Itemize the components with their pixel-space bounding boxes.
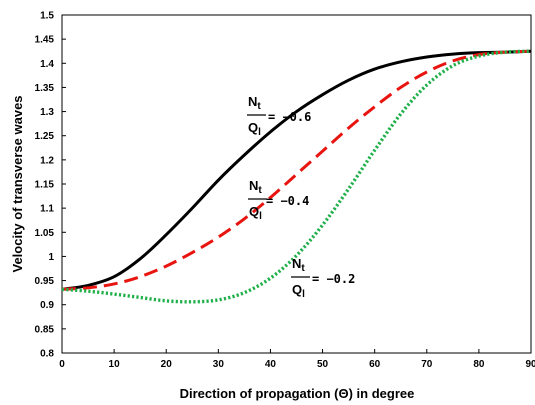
- annotation-value: = −0.6: [268, 110, 311, 124]
- y-tick-label: 1.15: [35, 180, 55, 191]
- series-group: [61, 49, 532, 304]
- x-tick-label: 40: [265, 359, 277, 370]
- y-tick-label: 1.2: [40, 155, 54, 166]
- x-tick-label: 10: [109, 359, 121, 370]
- y-tick-label: 1.25: [35, 131, 55, 142]
- y-tick-label: 0.9: [40, 300, 54, 311]
- y-tick-label: 1.45: [35, 35, 55, 46]
- y-tick-label: 1.1: [40, 204, 54, 215]
- y-tick-label: 0.95: [35, 276, 55, 287]
- annotation-denominator: Ql: [248, 120, 261, 138]
- axes: 0.8 0.85 0.9 0.95 1 1.05 1.1 1.15 1.2 1.25 1.3 1.35…: [35, 11, 535, 371]
- y-tick-label: 1.4: [40, 59, 54, 70]
- x-tick-label: 30: [213, 359, 225, 370]
- annotation-nt-ql-0-2: Nt Ql = −0.2: [291, 256, 355, 300]
- y-tick-label: 1.3: [40, 107, 54, 118]
- annotation-numerator: Nt: [248, 94, 261, 112]
- x-tick-label: 50: [317, 359, 329, 370]
- x-tick-label: 20: [161, 359, 173, 370]
- x-tick-label: 0: [59, 359, 65, 370]
- y-tick-label: 0.8: [40, 349, 54, 360]
- y-tick-label: 1.5: [40, 11, 54, 22]
- x-tick-label: 80: [473, 359, 485, 370]
- annotation-nt-ql-0-6: Nt Ql = −0.6: [247, 94, 311, 138]
- x-tick-label: 70: [421, 359, 433, 370]
- annotation-value: = −0.2: [312, 272, 355, 286]
- annotation-numerator: Nt: [249, 178, 262, 196]
- series-line-2: [61, 49, 532, 291]
- x-tick-label: 90: [525, 359, 535, 370]
- y-tick-label: 0.85: [35, 324, 55, 335]
- series-line-1: [61, 49, 532, 291]
- y-tick-label: 1: [48, 252, 54, 263]
- annotation-nt-ql-0-4: Nt Ql = −0.4: [248, 178, 309, 222]
- x-tick-label: 60: [369, 359, 381, 370]
- annotation-denominator: Ql: [292, 282, 305, 300]
- annotation-value: = −0.4: [266, 194, 309, 208]
- y-tick-label: 1.35: [35, 83, 55, 94]
- x-axis-label: Direction of propagation (Θ) in degree: [180, 386, 415, 401]
- y-axis-label: Velocity of transverse waves: [10, 95, 25, 272]
- y-tick-label: 1.05: [35, 228, 55, 239]
- annotation-numerator: Nt: [292, 256, 305, 274]
- annotation-denominator: Ql: [249, 204, 262, 222]
- plot-frame: [61, 14, 532, 354]
